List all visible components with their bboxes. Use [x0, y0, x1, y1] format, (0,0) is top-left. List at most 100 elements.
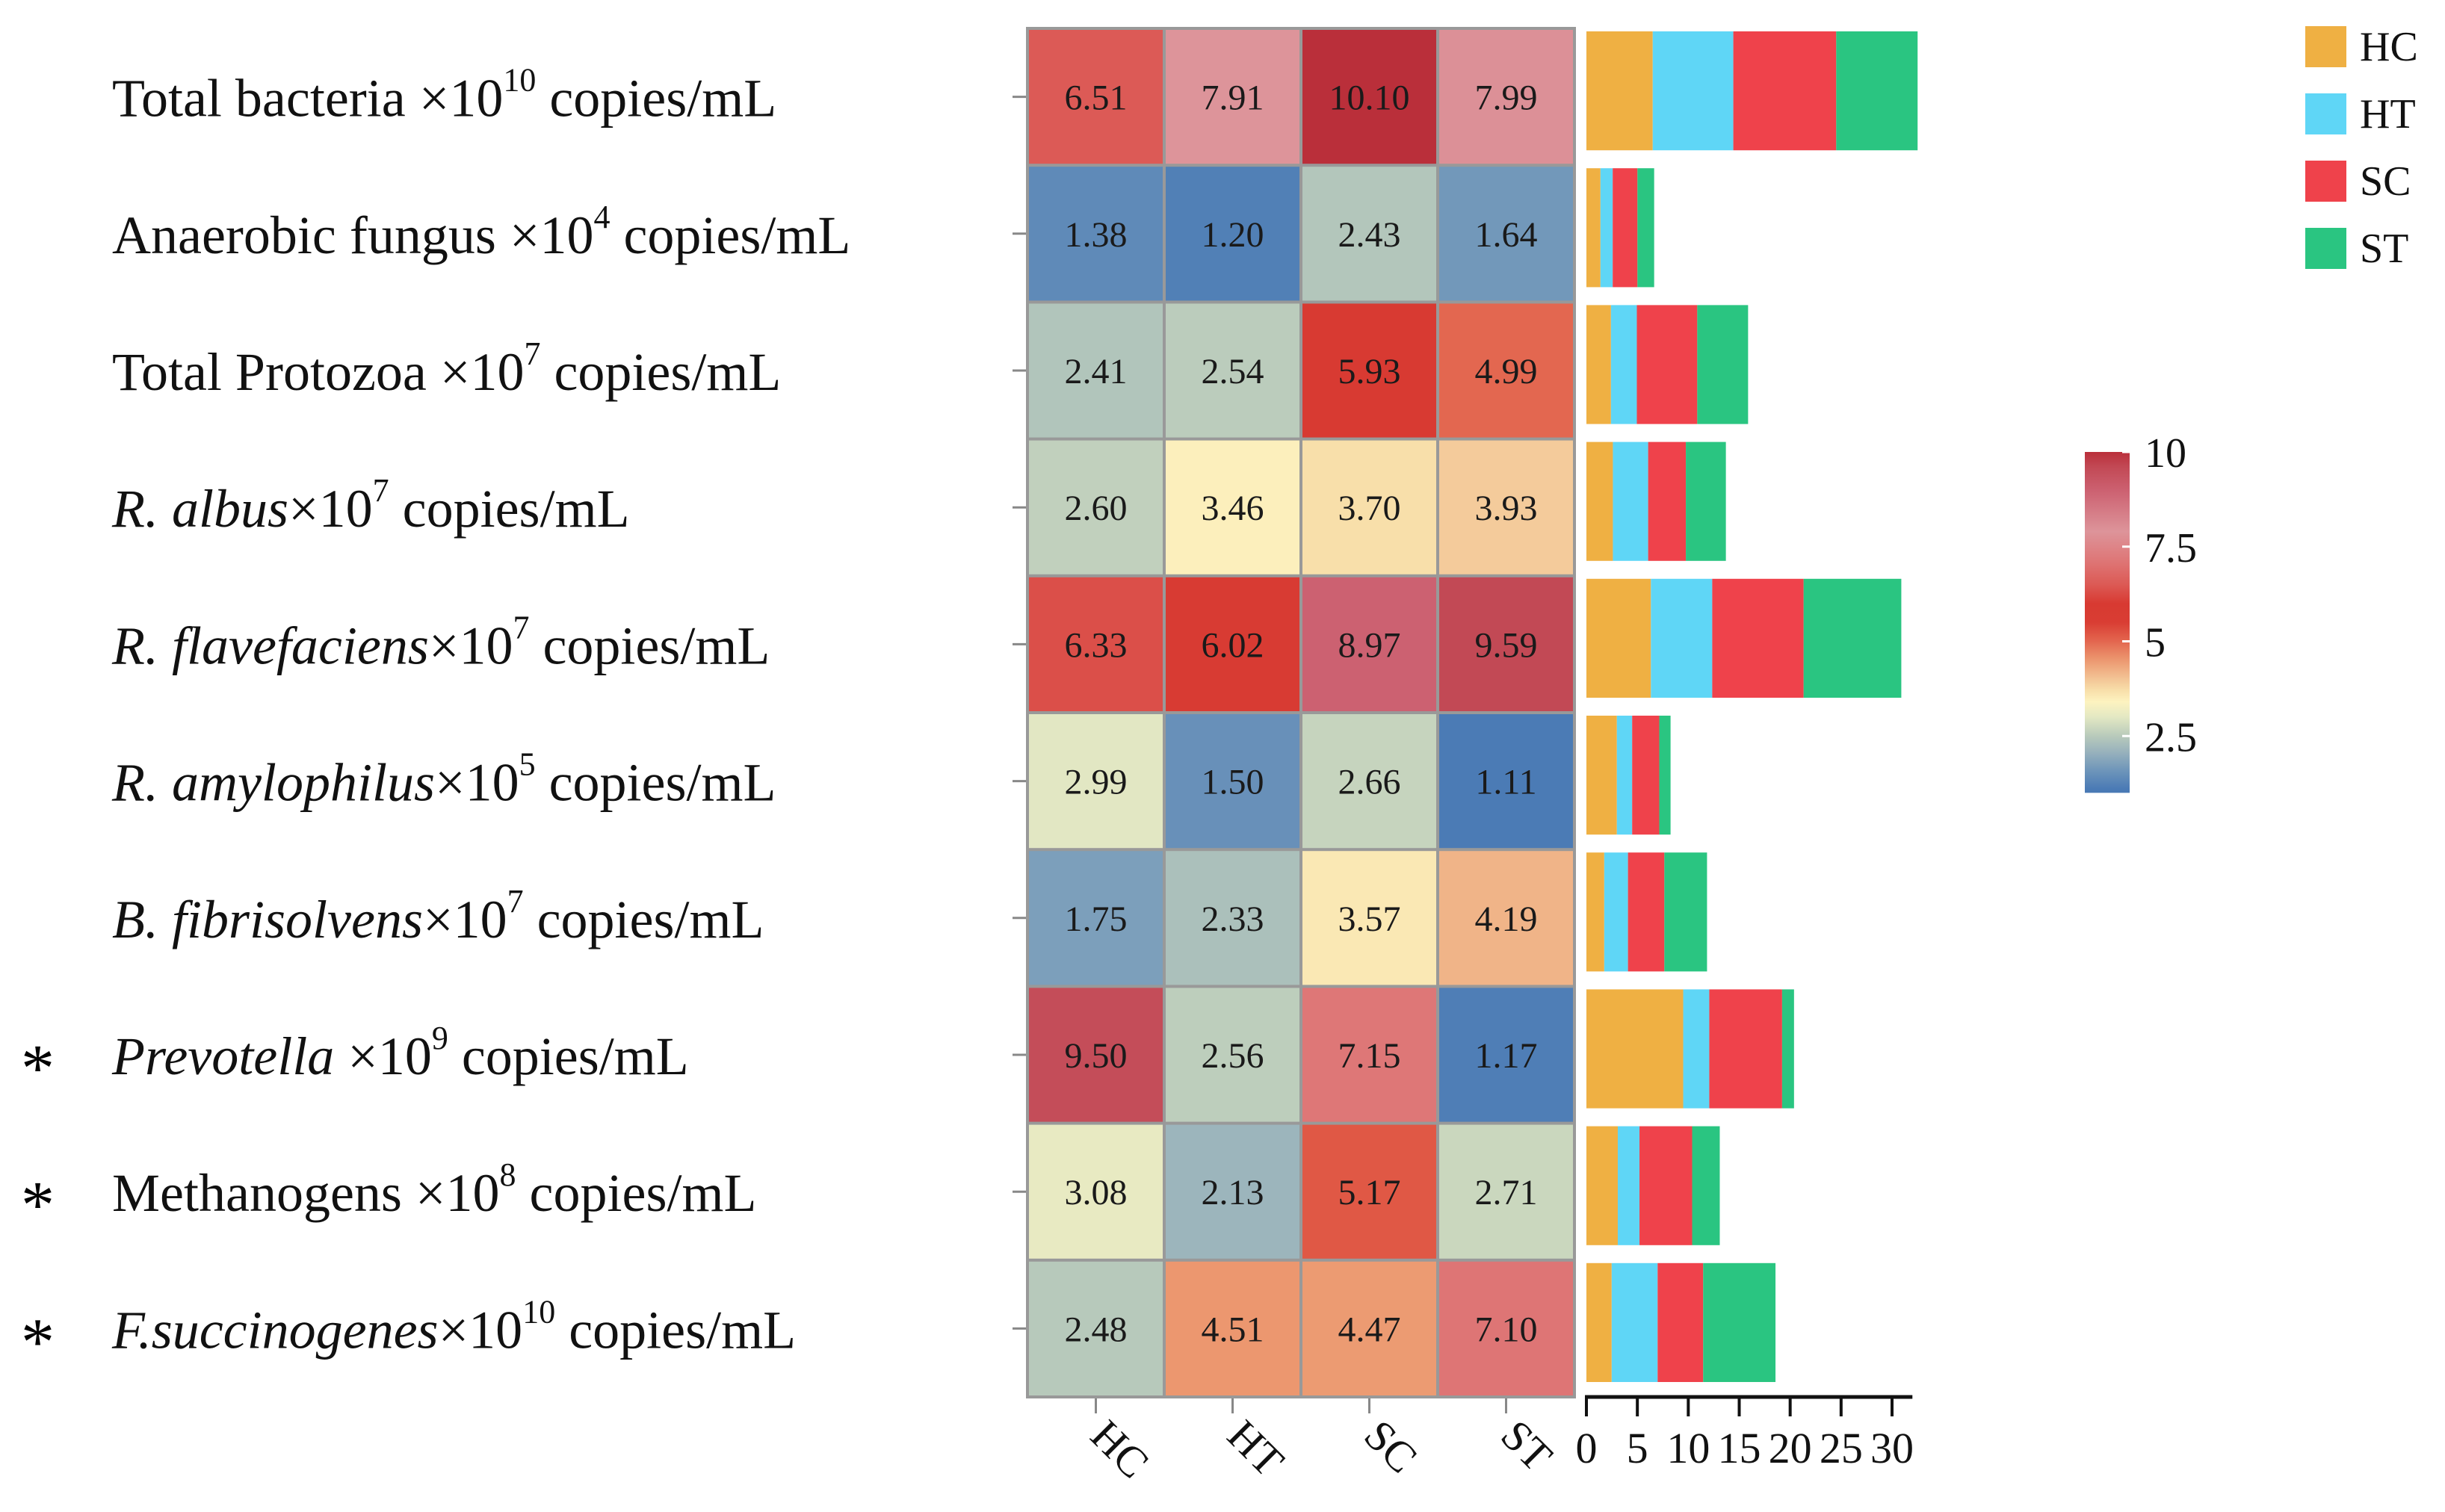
bar-segment-hc	[1586, 989, 1684, 1109]
bar-segment-ht	[1611, 1262, 1658, 1382]
heatmap-cell	[1439, 30, 1573, 164]
row-label: Anaerobic fungus ×104 copies/mL	[112, 199, 850, 265]
significance-asterisk: *	[21, 1305, 55, 1379]
heatmap-cell	[1302, 577, 1436, 711]
heatmap-cell	[1029, 440, 1163, 574]
bar-segment-st	[1803, 578, 1902, 698]
legend-label: ST	[2360, 226, 2408, 272]
cell-value-label: 2.41	[1065, 352, 1128, 391]
bar-segment-hc	[1586, 31, 1653, 151]
x-tick-label: 20	[1769, 1424, 1812, 1472]
colorbar-tick-label: 2.5	[2145, 714, 2197, 760]
cell-value-label: 2.66	[1338, 763, 1401, 802]
cell-value-label: 7.99	[1475, 78, 1538, 118]
cell-value-label: 1.64	[1475, 215, 1538, 255]
cell-value-label: 2.60	[1065, 489, 1128, 528]
taxon-name: Total Protozoa	[112, 342, 427, 402]
bar-segment-sc	[1648, 441, 1687, 561]
bar-segment-ht	[1613, 441, 1648, 561]
bar-segment-st	[1697, 305, 1749, 424]
times-prefix: ×10	[439, 1300, 523, 1360]
colorbar-tick-label: 7.5	[2145, 525, 2197, 571]
x-tick-label: 5	[1627, 1424, 1648, 1472]
bar-segment-hc	[1586, 305, 1611, 424]
heatmap-cell	[1302, 440, 1436, 574]
cell-value-label: 2.13	[1202, 1173, 1264, 1212]
row-label: Total Protozoa ×107 copies/mL	[112, 335, 781, 402]
heatmap-cell	[1029, 30, 1163, 164]
cell-value-label: 9.50	[1065, 1036, 1128, 1076]
heatmap-cell	[1166, 30, 1299, 164]
exponent: 10	[503, 62, 536, 99]
row-labels: Total bacteria ×1010 copies/mLAnaerobic …	[21, 62, 1027, 1379]
unit: copies/mL	[536, 753, 776, 813]
cell-value-label: 3.57	[1338, 899, 1401, 939]
cell-value-label: 7.15	[1338, 1036, 1401, 1076]
times-prefix: ×10	[423, 890, 507, 949]
heatmap-cell	[1302, 1261, 1436, 1395]
heatmap-cell	[1166, 303, 1299, 438]
unit: copies/mL	[540, 342, 781, 402]
cell-value-label: 6.33	[1065, 625, 1128, 665]
significance-asterisk: *	[21, 1032, 55, 1106]
heatmap-cell	[1166, 988, 1299, 1122]
bar-segment-sc	[1613, 168, 1638, 288]
cell-value-label: 3.93	[1475, 489, 1538, 528]
heatmap-cell	[1029, 851, 1163, 985]
exponent: 5	[519, 746, 536, 783]
times-prefix: ×10	[427, 342, 525, 402]
cell-value-label: 3.46	[1202, 489, 1264, 528]
heatmap-cell	[1302, 1124, 1436, 1259]
taxon-name: Total bacteria	[112, 69, 406, 128]
heatmap-cell	[1166, 714, 1299, 849]
x-tick-label: 0	[1576, 1424, 1598, 1472]
cell-value-label: 6.51	[1065, 78, 1128, 118]
colorbar-gradient	[2085, 452, 2130, 793]
bar-segment-hc	[1586, 441, 1613, 561]
x-tick-label: 10	[1666, 1424, 1710, 1472]
bar-segment-hc	[1586, 578, 1651, 698]
exponent: 7	[507, 883, 524, 920]
significance-asterisk: *	[21, 1168, 55, 1242]
heatmap-cell	[1029, 167, 1163, 301]
row-label: F.succinogenes×1010 copies/mL	[111, 1293, 796, 1360]
cell-value-label: 1.75	[1065, 899, 1128, 939]
heatmap-cell	[1166, 1261, 1299, 1395]
unit: copies/mL	[555, 1300, 796, 1360]
taxon-name: Prevotella	[111, 1026, 334, 1086]
times-prefix: ×10	[406, 69, 504, 128]
unit: copies/mL	[610, 205, 850, 265]
legend: HC HT SC ST	[2305, 24, 2418, 272]
row-label: Methanogens ×108 copies/mL	[112, 1156, 756, 1223]
cell-value-label: 10.10	[1329, 78, 1410, 118]
bar-segment-st	[1836, 31, 1918, 151]
heatmap-cell	[1302, 167, 1436, 301]
taxon-name: R. albus	[111, 479, 288, 539]
cell-value-label: 1.38	[1065, 215, 1128, 255]
heatmap-cell	[1302, 303, 1436, 438]
heatmap-cell	[1439, 988, 1573, 1122]
heatmap-cell	[1166, 577, 1299, 711]
bar-segment-sc	[1712, 578, 1804, 698]
legend-swatch-ht	[2305, 93, 2346, 134]
taxon-name: R. flavefaciens	[111, 616, 429, 675]
heatmap-cell	[1439, 1261, 1573, 1395]
cell-value-label: 4.47	[1338, 1310, 1401, 1349]
bar-segment-hc	[1586, 852, 1604, 972]
bar-segment-st	[1781, 989, 1794, 1109]
bar-segment-ht	[1616, 716, 1633, 835]
colorbar: 10 7.5 5 2.5	[2085, 430, 2197, 793]
taxon-name: Anaerobic fungus	[112, 205, 496, 265]
taxon-name: Methanogens	[112, 1163, 402, 1223]
heatmap-cell	[1029, 303, 1163, 438]
times-prefix: ×10	[496, 205, 594, 265]
heatmap-cell	[1439, 167, 1573, 301]
bar-segment-sc	[1632, 716, 1660, 835]
heatmap-cell	[1166, 1124, 1299, 1259]
cell-value-label: 6.02	[1202, 625, 1264, 665]
cell-value-label: 2.43	[1338, 215, 1401, 255]
row-label: R. amylophilus×105 copies/mL	[111, 746, 776, 813]
x-tick-label: 15	[1718, 1424, 1761, 1472]
cell-value-label: 1.50	[1202, 763, 1264, 802]
